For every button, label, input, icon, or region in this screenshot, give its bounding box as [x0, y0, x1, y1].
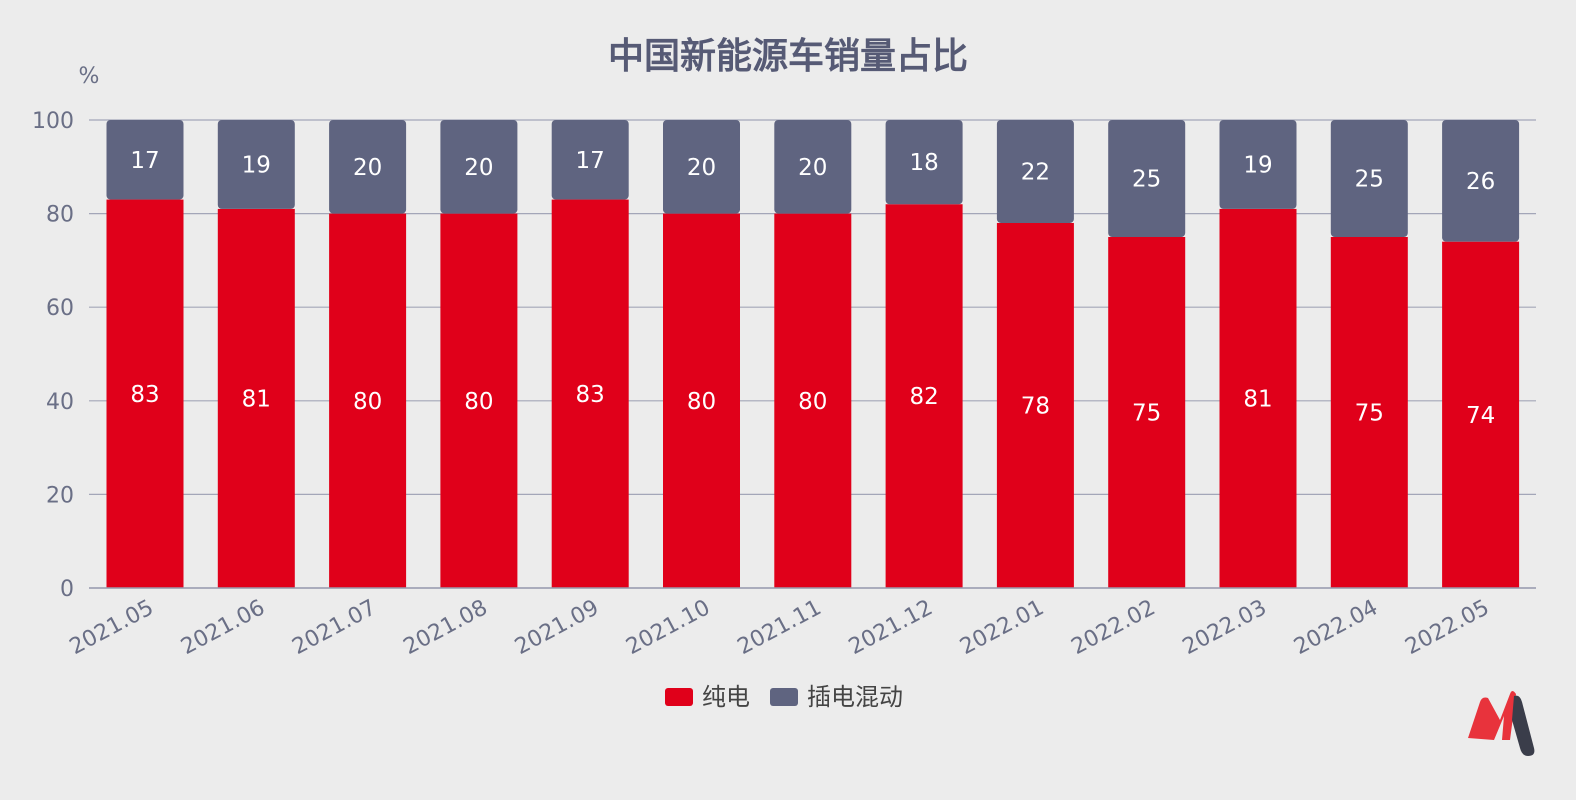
x-tick-label: 2021.07	[288, 595, 380, 660]
legend-label-1: 插电混动	[807, 683, 903, 711]
bar-value-label: 81	[242, 386, 271, 412]
bar-value-label: 78	[1021, 393, 1050, 419]
chart-title: 中国新能源车销量占比	[608, 36, 968, 77]
y-tick-label: 40	[46, 390, 74, 415]
bar-value-label: 20	[798, 155, 827, 181]
x-tick-label: 2021.09	[511, 595, 603, 660]
bar-phev-2	[329, 120, 407, 214]
legend-label-0: 纯电	[702, 683, 750, 711]
bar-bev-3	[440, 213, 518, 588]
legend-swatch-1	[770, 688, 798, 706]
y-tick-label: 20	[46, 483, 74, 508]
bar-value-label: 81	[1243, 386, 1272, 412]
bar-bev-6	[774, 213, 852, 588]
bar-bev-1	[217, 208, 295, 589]
bar-phev-12	[1442, 120, 1520, 242]
logo-dark-stroke	[1512, 695, 1535, 756]
x-tick-label: 2021.05	[66, 595, 158, 660]
x-tick-label: 2022.03	[1179, 595, 1271, 660]
y-tick-label: 100	[32, 109, 74, 134]
y-tick-label: 80	[46, 203, 74, 228]
bar-value-label: 17	[576, 148, 605, 174]
bar-bev-7	[885, 204, 963, 589]
bar-phev-1	[217, 120, 295, 209]
bar-value-label: 75	[1132, 401, 1161, 427]
x-tick-label: 2022.02	[1067, 595, 1159, 660]
bar-value-label: 83	[130, 382, 159, 408]
bar-bev-12	[1442, 241, 1520, 588]
bar-value-label: 19	[242, 152, 271, 178]
bar-bev-10	[1219, 208, 1297, 589]
bar-bev-0	[106, 199, 184, 588]
bar-value-label: 25	[1355, 167, 1384, 193]
bars	[106, 120, 1520, 589]
legend-swatch-0	[665, 688, 693, 706]
bar-value-label: 80	[798, 389, 827, 415]
bar-phev-11	[1330, 120, 1408, 237]
bar-bev-2	[329, 213, 407, 588]
x-tick-label: 2022.05	[1401, 595, 1493, 660]
bar-value-label: 83	[576, 382, 605, 408]
bar-phev-6	[774, 120, 852, 214]
logo-red-stroke	[1468, 691, 1516, 740]
legend: 纯电 插电混动	[665, 683, 903, 711]
bar-phev-9	[1108, 120, 1186, 237]
x-tick-label: 2021.12	[845, 595, 937, 660]
bar-phev-8	[996, 120, 1074, 223]
bar-value-label: 25	[1132, 167, 1161, 193]
y-tick-label: 60	[46, 296, 74, 321]
y-tick-label: 0	[60, 577, 74, 602]
bar-value-label: 80	[464, 389, 493, 415]
bar-bev-8	[996, 222, 1074, 588]
bar-value-label: 20	[353, 155, 382, 181]
brand-logo-icon	[1468, 691, 1535, 756]
bar-value-label: 20	[464, 155, 493, 181]
bar-value-label: 80	[687, 389, 716, 415]
bar-value-label: 17	[130, 148, 159, 174]
bar-bev-11	[1330, 237, 1408, 588]
x-tick-label: 2022.01	[956, 595, 1048, 660]
bar-phev-7	[885, 120, 963, 205]
bar-value-label: 74	[1466, 403, 1495, 429]
bar-value-label: 22	[1021, 159, 1050, 185]
bar-phev-0	[106, 120, 184, 200]
bar-bev-9	[1108, 237, 1186, 588]
bar-value-labels: 83 17 81 19 80 20 80 20 83 17 80 20 80 20 82 18 78 22 75 25…	[130, 148, 1495, 429]
x-tick-label: 2021.11	[734, 595, 826, 660]
x-axis-ticks: 2021.05 2021.06 2021.07 2021.08 2021.09 2021.…	[66, 587, 1536, 660]
y-axis-unit-label: %	[79, 64, 100, 89]
bar-phev-3	[440, 120, 518, 214]
bar-bev-4	[551, 199, 629, 588]
bar-value-label: 19	[1243, 152, 1272, 178]
x-tick-label: 2021.06	[177, 595, 269, 660]
x-tick-label: 2021.10	[622, 595, 714, 660]
bar-value-label: 20	[687, 155, 716, 181]
bar-bev-5	[663, 213, 740, 588]
bar-phev-5	[663, 120, 740, 214]
bar-phev-10	[1219, 120, 1297, 209]
bar-value-label: 26	[1466, 169, 1495, 195]
bar-phev-4	[551, 120, 629, 200]
bar-value-label: 75	[1355, 401, 1384, 427]
x-tick-label: 2021.08	[400, 595, 492, 660]
bar-value-label: 82	[909, 384, 938, 410]
bar-value-label: 18	[909, 150, 938, 176]
x-tick-label: 2022.04	[1290, 595, 1382, 660]
y-axis-ticks: 0 20 40 60 80 100	[32, 109, 74, 602]
bar-value-label: 80	[353, 389, 382, 415]
